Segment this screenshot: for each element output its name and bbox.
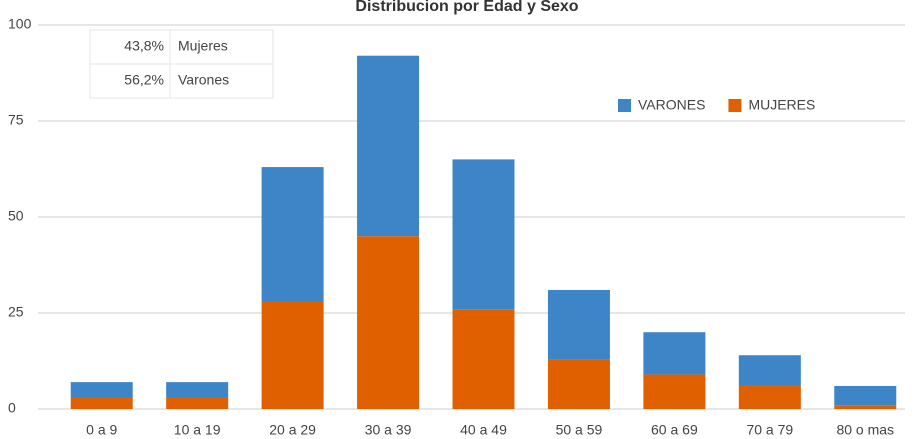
x-tick-label: 40 a 49: [460, 422, 507, 438]
bar-segment: [738, 355, 801, 386]
y-tick-label: 100: [8, 16, 32, 32]
legend-label: MUJERES: [748, 97, 815, 113]
legend-swatch: [728, 99, 742, 112]
bar-segment: [357, 55, 420, 237]
y-tick-label: 25: [8, 304, 24, 320]
bar-segment: [643, 332, 706, 375]
x-tick-label: 0 a 9: [86, 422, 117, 438]
table-cell: 56,2%: [124, 72, 164, 88]
x-tick-label: 70 a 79: [746, 422, 793, 438]
table-cell: Varones: [178, 72, 229, 88]
chart-title: Distribucion por Edad y Sexo: [355, 0, 578, 15]
bar-segment: [452, 159, 515, 310]
y-tick-label: 75: [8, 112, 24, 128]
bar-segment: [643, 374, 706, 409]
bar-segment: [70, 397, 133, 409]
x-tick-label: 80 o mas: [836, 422, 894, 438]
bar-segment: [166, 397, 229, 409]
bar-segment: [834, 385, 897, 406]
bar-segment: [70, 382, 133, 398]
bar-segment: [547, 289, 610, 360]
bar-segment: [738, 385, 801, 409]
bar-segment: [547, 359, 610, 409]
x-tick-label: 20 a 29: [269, 422, 316, 438]
x-tick-label: 10 a 19: [174, 422, 221, 438]
table-cell: Mujeres: [178, 38, 228, 54]
legend-swatch: [618, 99, 631, 112]
y-tick-label: 0: [8, 400, 16, 416]
legend-label: VARONES: [638, 97, 705, 113]
bar-segment: [166, 382, 229, 398]
bar-segment: [452, 309, 515, 409]
bar-segment: [261, 167, 324, 302]
bar-segment: [261, 301, 324, 409]
x-tick-label: 60 a 69: [651, 422, 698, 438]
x-tick-label: 30 a 39: [365, 422, 412, 438]
bar-segment: [834, 405, 897, 409]
x-tick-label: 50 a 59: [556, 422, 603, 438]
bar-segment: [357, 236, 420, 409]
table-cell: 43,8%: [124, 38, 164, 54]
y-tick-label: 50: [8, 208, 24, 224]
